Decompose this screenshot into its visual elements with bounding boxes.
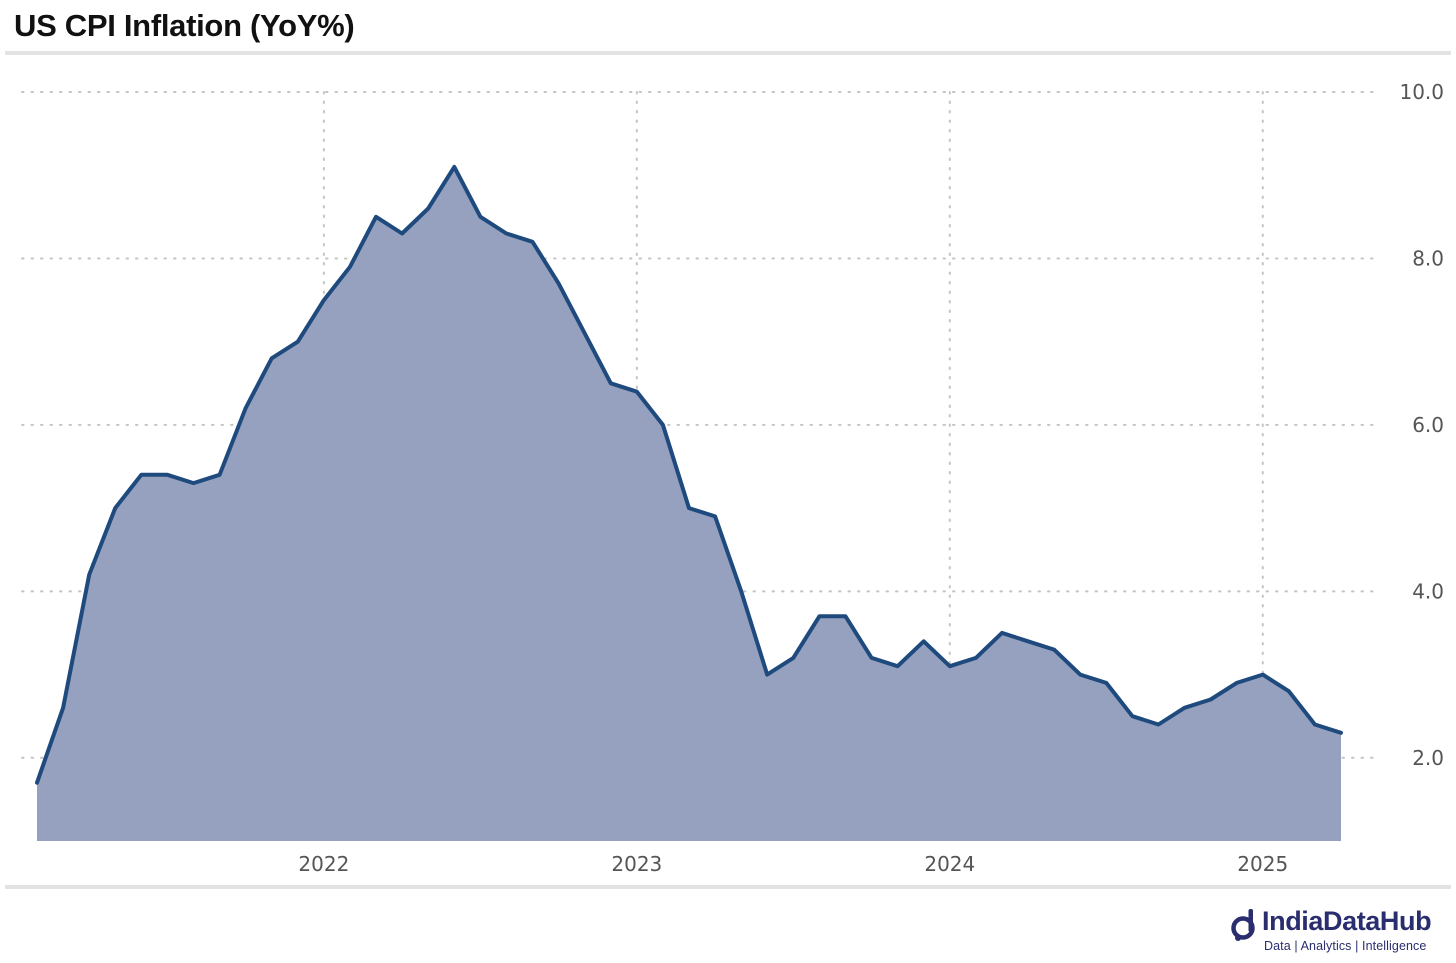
y-tick-label: 2.0 [1412, 746, 1444, 770]
x-axis-ticks: 2022 2023 2024 2025 [298, 852, 1288, 876]
y-tick-label: 4.0 [1412, 579, 1444, 603]
footer-divider [5, 885, 1451, 889]
brand-mark-icon [1231, 909, 1255, 941]
brand-name: IndiaDataHub [1262, 906, 1432, 936]
brand-tagline: Data | Analytics | Intelligence [1264, 939, 1427, 953]
x-tick-label: 2024 [924, 852, 975, 876]
y-tick-label: 10.0 [1399, 80, 1444, 104]
x-tick-label: 2025 [1237, 852, 1288, 876]
cpi-area-fill [37, 166, 1341, 841]
x-tick-label: 2022 [298, 852, 349, 876]
y-axis-ticks: 2.0 4.0 6.0 8.0 10.0 [1399, 80, 1444, 770]
chart-title: US CPI Inflation (YoY%) [14, 8, 355, 43]
y-tick-label: 6.0 [1412, 413, 1444, 437]
header-divider [5, 51, 1451, 55]
x-tick-label: 2023 [611, 852, 662, 876]
brand-logo: IndiaDataHub Data | Analytics | Intellig… [1231, 906, 1446, 956]
cpi-series-line [35, 164, 1343, 785]
y-tick-label: 8.0 [1412, 246, 1444, 270]
